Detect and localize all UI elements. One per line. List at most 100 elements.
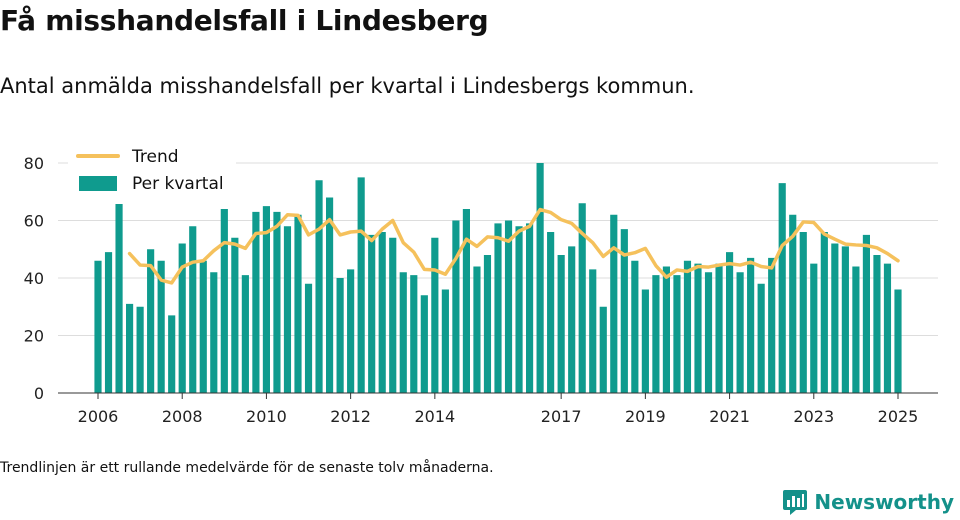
bar — [262, 206, 270, 394]
bar — [147, 249, 155, 393]
bar-chart-speech-icon — [783, 490, 808, 515]
bar — [789, 214, 797, 393]
bar — [273, 211, 281, 394]
bar — [357, 177, 365, 394]
bar — [389, 237, 397, 393]
bar — [831, 243, 839, 393]
bar — [547, 232, 555, 393]
bar — [126, 303, 134, 394]
bar — [599, 306, 607, 393]
legend: Trend Per kvartal — [68, 146, 236, 204]
bars-per-quarter — [94, 163, 902, 394]
trend-layer — [127, 207, 900, 285]
x-tick-label: 2021 — [709, 407, 750, 426]
bar — [631, 260, 639, 393]
bar — [504, 220, 513, 393]
bar — [578, 203, 586, 393]
chart-title: Få misshandelsfall i Lindesberg — [0, 4, 489, 37]
bar — [589, 269, 597, 394]
bar — [873, 255, 881, 393]
bar — [820, 232, 828, 393]
bar — [473, 266, 481, 393]
bar — [694, 263, 702, 394]
bar — [757, 283, 765, 393]
bar — [304, 283, 313, 393]
bar — [420, 295, 428, 393]
bar — [315, 180, 323, 393]
legend-trend-label: Trend — [131, 147, 179, 167]
bar — [462, 209, 470, 393]
bar — [536, 163, 544, 393]
trend-line — [127, 207, 900, 285]
y-tick-label: 40 — [24, 269, 44, 288]
bar — [683, 260, 692, 393]
x-tick-label: 2012 — [330, 407, 371, 426]
bar — [747, 257, 755, 394]
bar — [557, 255, 565, 393]
x-tick-label: 2025 — [878, 407, 919, 426]
bar — [431, 237, 439, 393]
y-tick-label: 60 — [24, 212, 44, 231]
bar — [283, 226, 292, 393]
axes: 0 20 40 60 80 2006 2008 2010 2012 2014 2017 2019 202… — [24, 154, 938, 426]
quarterly-assault-chart: 0 20 40 60 80 2006 2008 2010 2012 2014 2017 2019 202… — [24, 146, 938, 426]
bar — [883, 263, 892, 394]
bar — [662, 266, 670, 393]
bar — [368, 234, 376, 394]
brand-name: Newsworthy — [814, 490, 954, 514]
bar — [157, 260, 165, 393]
bar — [852, 266, 860, 393]
bar — [189, 226, 197, 393]
bar — [862, 234, 870, 394]
bar — [515, 226, 523, 393]
x-tick-label: 2006 — [78, 407, 119, 426]
bar — [610, 214, 618, 393]
bar — [494, 223, 502, 394]
bar — [178, 243, 186, 393]
bar — [378, 232, 386, 393]
bar — [736, 272, 744, 393]
legend-bar-label: Per kvartal — [132, 174, 224, 194]
bar — [294, 214, 302, 393]
bar — [410, 275, 418, 394]
x-tick-label: 2019 — [625, 407, 666, 426]
footnote: Trendlinjen är ett rullande medelvärde f… — [0, 460, 494, 476]
chart-subtitle: Antal anmälda misshandelsfall per kvarta… — [0, 74, 695, 98]
bar — [136, 306, 144, 393]
bar — [199, 260, 207, 393]
bar — [210, 272, 218, 393]
bar — [452, 220, 460, 393]
bar — [799, 232, 807, 393]
bar — [399, 272, 407, 393]
bar — [841, 246, 849, 394]
bar — [326, 197, 334, 393]
bar — [673, 275, 681, 394]
y-tick-label: 0 — [34, 384, 44, 403]
bar — [778, 183, 786, 394]
legend-bar-swatch — [79, 176, 117, 191]
bar — [526, 223, 534, 394]
brand-logo[interactable]: Newsworthy — [782, 488, 954, 516]
bar — [894, 289, 902, 393]
bar — [220, 209, 228, 393]
bar — [115, 203, 123, 393]
x-tick-label: 2023 — [793, 407, 834, 426]
bar — [768, 257, 776, 394]
bar — [620, 229, 628, 394]
bar — [94, 260, 102, 393]
bar — [441, 289, 449, 393]
bar — [726, 252, 734, 394]
x-tick-label: 2017 — [541, 407, 582, 426]
x-tick-label: 2008 — [162, 407, 203, 426]
bar — [568, 246, 576, 394]
bar — [168, 315, 176, 394]
bar — [252, 211, 260, 394]
bar — [347, 269, 355, 394]
bar — [652, 275, 660, 394]
bar — [241, 275, 249, 394]
bar — [704, 272, 713, 393]
y-tick-label: 20 — [24, 327, 44, 346]
bar — [336, 278, 344, 393]
bar — [810, 263, 818, 394]
bar — [104, 252, 113, 394]
